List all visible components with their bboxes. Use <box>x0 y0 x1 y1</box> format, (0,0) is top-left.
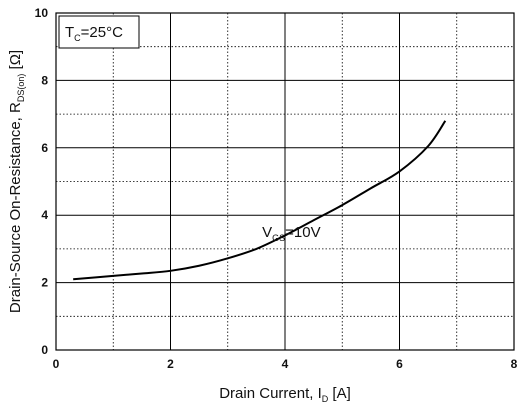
x-tick-label: 2 <box>167 357 174 371</box>
x-tick-label: 8 <box>511 357 518 371</box>
series-line <box>73 120 447 281</box>
y-tick-labels: 0 2 4 6 8 10 <box>35 6 49 357</box>
plot-frame <box>55 12 515 351</box>
x-axis-label: Drain Current, ID [A] <box>219 385 351 404</box>
grid <box>56 13 514 350</box>
legend-box: TC=25°C <box>58 15 140 49</box>
y-tick-label: 0 <box>41 343 48 357</box>
y-tick-label: 2 <box>41 276 48 290</box>
y-axis-label: Drain-Source On-Resistance, RDS(on) [Ω] <box>7 50 26 313</box>
series-annotation: VGS=10V <box>262 224 320 243</box>
y-tick-label: 4 <box>41 208 48 222</box>
legend-text: TC=25°C <box>65 24 123 43</box>
y-tick-label: 6 <box>41 141 48 155</box>
x-tick-label: 0 <box>53 357 60 371</box>
x-tick-label: 6 <box>396 357 403 371</box>
x-tick-labels: 0 2 4 6 8 <box>53 357 518 371</box>
y-tick-label: 10 <box>35 6 49 20</box>
x-tick-label: 4 <box>282 357 289 371</box>
y-tick-label: 8 <box>41 73 48 87</box>
